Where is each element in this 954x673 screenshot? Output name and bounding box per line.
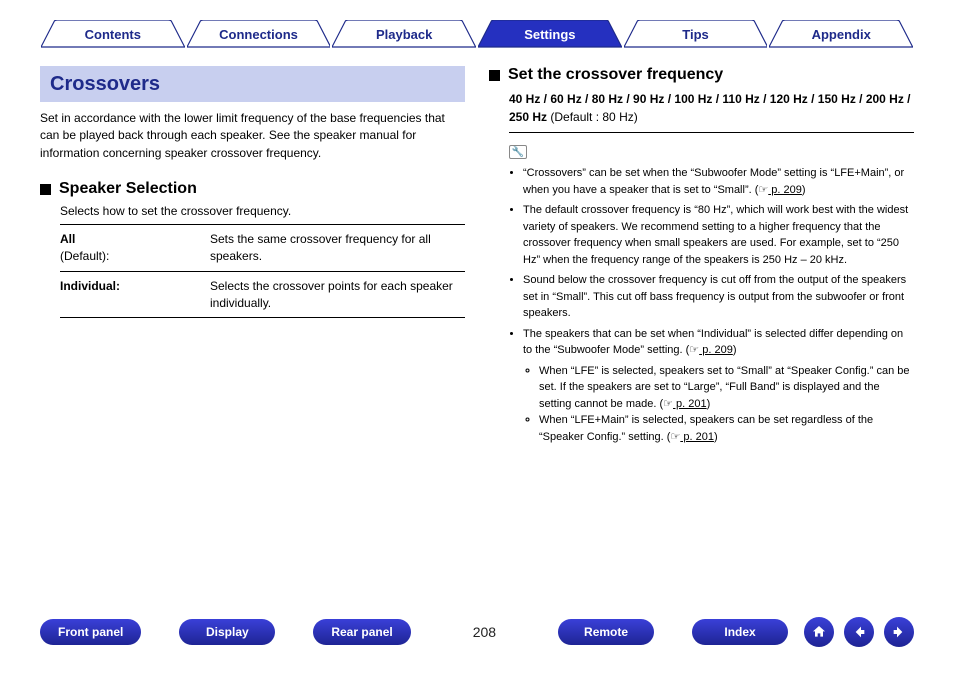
tab-label: Appendix [769,20,913,48]
tab-label: Tips [624,20,768,48]
note-text: “Crossovers” can be set when the “Subwoo… [523,167,904,196]
tab-settings[interactable]: Settings [478,20,622,48]
option-key: Individual: [60,278,210,312]
note-text: When “LFE” is selected, speakers set to … [539,365,910,410]
option-desc: Selects the crossover points for each sp… [210,278,465,312]
wrench-icon: 🔧 [509,145,527,159]
heading-text: Set the crossover frequency [508,66,723,84]
note-text: Sound below the crossover frequency is c… [523,274,906,319]
prev-page-icon[interactable] [844,617,874,647]
frequency-options: 40 Hz / 60 Hz / 80 Hz / 90 Hz / 100 Hz /… [509,90,914,126]
speaker-selection-sub: Selects how to set the crossover frequen… [60,204,465,218]
intro-text: Set in accordance with the lower limit f… [40,110,465,162]
next-page-icon[interactable] [884,617,914,647]
page-ref-link[interactable]: p. 209 [768,184,802,196]
tab-contents[interactable]: Contents [41,20,185,48]
page-number: 208 [473,624,496,640]
tab-label: Connections [187,20,331,48]
note-item: The speakers that can be set when “Indiv… [523,326,914,446]
heading-text: Speaker Selection [59,180,197,198]
option-row: All(Default):Sets the same crossover fre… [60,225,465,272]
page-ref-link[interactable]: p. 201 [673,398,707,410]
tab-label: Settings [478,20,622,48]
tab-appendix[interactable]: Appendix [769,20,913,48]
tab-playback[interactable]: Playback [332,20,476,48]
index-button[interactable]: Index [692,619,788,645]
remote-button[interactable]: Remote [558,619,654,645]
note-item: Sound below the crossover frequency is c… [523,272,914,322]
notes-list: “Crossovers” can be set when the “Subwoo… [509,165,914,445]
option-desc: Sets the same crossover frequency for al… [210,231,465,265]
page-ref-link[interactable]: p. 209 [699,344,733,356]
page-banner: Crossovers [40,66,465,102]
home-icon[interactable] [804,617,834,647]
options-table: All(Default):Sets the same crossover fre… [60,224,465,318]
note-item: The default crossover frequency is “80 H… [523,202,914,268]
note-item: “Crossovers” can be set when the “Subwoo… [523,165,914,198]
front-panel-button[interactable]: Front panel [40,619,141,645]
option-key: All(Default): [60,231,210,265]
note-subitem: When “LFE” is selected, speakers set to … [539,363,914,413]
tab-connections[interactable]: Connections [187,20,331,48]
display-button[interactable]: Display [179,619,275,645]
tab-label: Contents [41,20,185,48]
square-bullet-icon [489,70,500,81]
divider [509,132,914,133]
square-bullet-icon [40,184,51,195]
speaker-selection-heading: Speaker Selection [40,180,465,198]
rear-panel-button[interactable]: Rear panel [313,619,410,645]
note-subitem: When “LFE+Main” is selected, speakers ca… [539,412,914,445]
note-text: The default crossover frequency is “80 H… [523,204,908,266]
page-ref-link[interactable]: p. 201 [680,431,714,443]
crossover-freq-heading: Set the crossover frequency [489,66,914,84]
option-row: Individual:Selects the crossover points … [60,272,465,319]
tab-tips[interactable]: Tips [624,20,768,48]
tab-label: Playback [332,20,476,48]
